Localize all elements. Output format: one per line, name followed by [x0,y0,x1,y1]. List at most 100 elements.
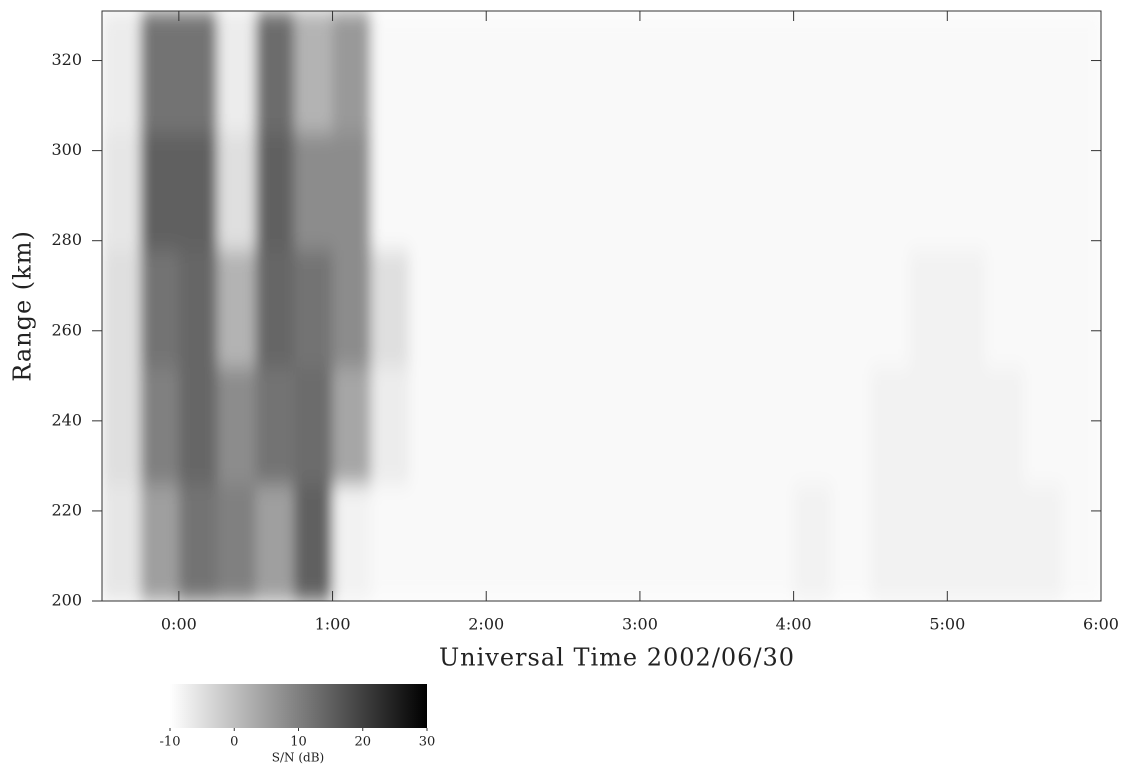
heatmap-cell [601,11,641,134]
heatmap-cell [793,11,833,134]
plot-frame [101,10,1102,602]
heatmap-cell [870,132,910,251]
heatmap-cell [370,483,410,601]
colorbar-tick-label: 0 [230,735,238,750]
heatmap-cell [447,483,487,601]
heatmap-cell [716,249,756,368]
heatmap-cell [755,132,795,251]
heatmap [102,11,1101,601]
heatmap-cell [447,11,487,134]
heatmap-cell [908,366,948,485]
heatmap-cell [217,132,257,251]
heatmap-cell [601,132,641,251]
heatmap-cell [140,132,180,251]
heatmap-cell [140,366,180,485]
heatmap-cell [908,483,948,601]
x-tick-label: 1:00 [315,615,351,634]
colorbar-label: S/N (dB) [272,751,324,765]
heatmap-cell [255,366,295,485]
y-tick-label: 260 [51,320,82,339]
heatmap-cell [563,132,602,251]
heatmap-cell [140,483,180,601]
x-tick-label: 4:00 [776,615,812,634]
heatmap-cell [755,249,795,368]
heatmap-cell [370,132,410,251]
y-axis-title: Range (km) [9,230,37,382]
heatmap-cell [370,249,410,368]
heatmap-cell [447,366,487,485]
heatmap-cell [332,483,372,601]
heatmap-cell [217,11,257,134]
colorbar-tick-label: 30 [419,735,436,750]
heatmap-cell [409,483,449,601]
heatmap-cell [178,11,218,134]
colorbar-tick-label: 20 [354,735,371,750]
heatmap-cell [832,249,871,368]
heatmap-cell [102,132,141,251]
heatmap-cell [639,366,679,485]
heatmap-cell [486,483,526,601]
x-tick-label: 5:00 [929,615,965,634]
heatmap-cell [870,483,910,601]
heatmap-cell [639,249,679,368]
heatmap-cell [1062,11,1101,134]
heatmap-cell [294,483,334,601]
heatmap-cell [832,483,871,601]
heatmap-cell [102,483,141,601]
heatmap-cell [102,11,141,134]
heatmap-cell [908,249,948,368]
heatmap-cell [178,249,218,368]
heatmap-cell [102,249,141,368]
heatmap-cell [563,249,602,368]
heatmap-cell [639,483,679,601]
heatmap-cell [102,366,141,485]
heatmap-cell [255,483,295,601]
heatmap-cell [332,132,372,251]
heatmap-cell [178,366,218,485]
heatmap-cells [102,11,1101,601]
heatmap-cell [870,11,910,134]
heatmap-cell [409,11,449,134]
heatmap-cell [255,132,295,251]
heatmap-cell [947,249,987,368]
heatmap-cell [524,132,564,251]
heatmap-cell [1062,483,1101,601]
heatmap-cell [486,249,526,368]
heatmap-cell [409,132,449,251]
heatmap-cell [985,483,1025,601]
y-tick-label: 240 [51,410,82,429]
y-tick-label: 200 [51,591,82,610]
heatmap-cell [985,249,1025,368]
heatmap-cell [793,249,833,368]
heatmap-cell [678,132,718,251]
heatmap-cell [985,366,1025,485]
heatmap-cell [601,249,641,368]
heatmap-cell [716,132,756,251]
heatmap-cell [947,483,987,601]
heatmap-cell [447,132,487,251]
heatmap-cell [601,366,641,485]
heatmap-cell [908,132,948,251]
heatmap-cell [409,366,449,485]
heatmap-cell [563,483,602,601]
heatmap-cell [294,11,334,134]
heatmap-cell [947,366,987,485]
y-tick-label: 300 [51,140,82,159]
heatmap-cell [332,249,372,368]
heatmap-cell [140,11,180,134]
heatmap-cell [524,11,564,134]
x-tick-label: 2:00 [468,615,504,634]
colorbar-tick-label: 10 [290,735,307,750]
heatmap-cell [1062,132,1101,251]
colorbar-tick-label: -10 [160,735,181,750]
heatmap-cell [639,132,679,251]
heatmap-cell [486,132,526,251]
heatmap-cell [755,483,795,601]
heatmap-cell [217,249,257,368]
heatmap-cell [908,11,948,134]
heatmap-cell [1024,132,1064,251]
heatmap-cell [563,366,602,485]
heatmap-cell [716,366,756,485]
heatmap-cell [1062,366,1101,485]
